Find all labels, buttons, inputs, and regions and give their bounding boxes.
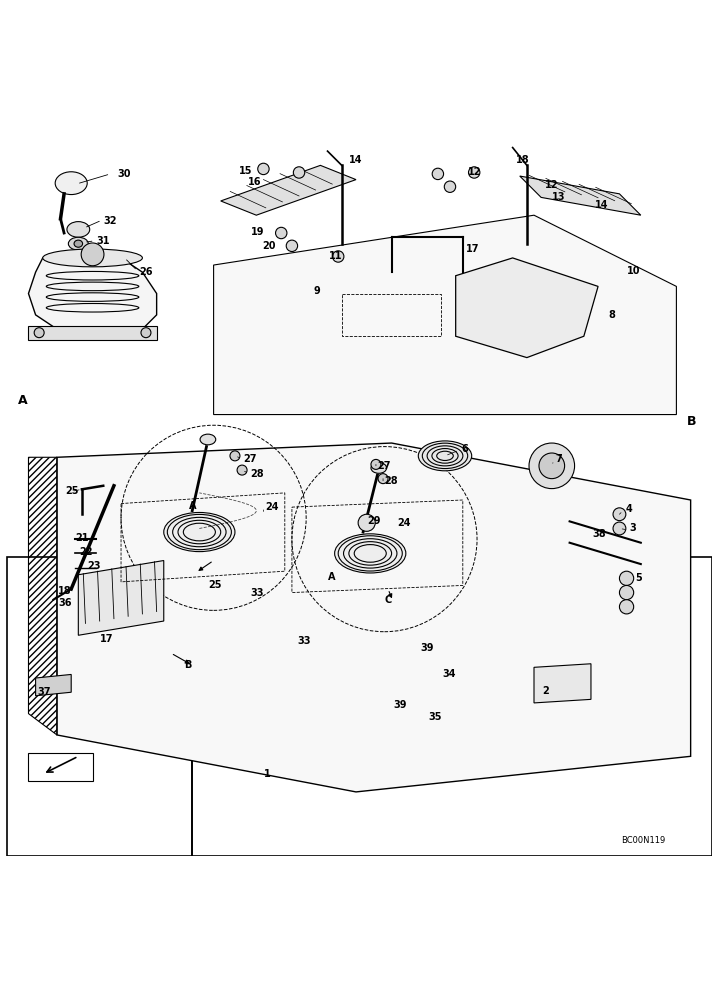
Polygon shape — [456, 258, 598, 358]
Circle shape — [230, 451, 240, 461]
Circle shape — [613, 522, 626, 535]
Text: 5: 5 — [635, 573, 642, 583]
Text: 26: 26 — [139, 267, 152, 277]
Polygon shape — [28, 326, 157, 340]
Circle shape — [432, 168, 444, 180]
Text: 24: 24 — [265, 502, 278, 512]
Text: 24: 24 — [397, 518, 411, 528]
Ellipse shape — [43, 249, 142, 267]
Text: A: A — [328, 572, 335, 582]
Circle shape — [539, 453, 565, 479]
Circle shape — [468, 167, 480, 178]
Text: 4: 4 — [625, 504, 632, 514]
Text: 25: 25 — [208, 580, 221, 590]
Text: 9: 9 — [313, 286, 320, 296]
Text: 39: 39 — [420, 643, 434, 653]
Circle shape — [141, 328, 151, 338]
Text: 3: 3 — [629, 523, 636, 533]
Text: 35: 35 — [429, 712, 442, 722]
Text: 11: 11 — [329, 251, 342, 261]
Ellipse shape — [68, 237, 88, 250]
Text: 31: 31 — [96, 236, 110, 246]
Polygon shape — [520, 176, 641, 215]
Polygon shape — [78, 561, 164, 635]
Circle shape — [619, 585, 634, 600]
Circle shape — [81, 243, 104, 266]
Text: 34: 34 — [443, 669, 456, 679]
Text: 33: 33 — [251, 588, 264, 598]
Polygon shape — [57, 443, 691, 792]
Text: 2: 2 — [543, 686, 549, 696]
Circle shape — [333, 251, 344, 262]
Text: 19: 19 — [251, 227, 264, 237]
Polygon shape — [214, 215, 676, 415]
Text: A: A — [189, 501, 197, 511]
Text: 1: 1 — [263, 769, 270, 779]
Circle shape — [619, 571, 634, 585]
Text: B: B — [184, 660, 191, 670]
Text: A: A — [18, 394, 28, 407]
Polygon shape — [28, 258, 157, 333]
Text: 15: 15 — [239, 166, 252, 176]
Circle shape — [444, 181, 456, 192]
Text: 32: 32 — [103, 216, 117, 226]
Text: 12: 12 — [468, 167, 481, 177]
Text: 16: 16 — [248, 177, 261, 187]
Ellipse shape — [74, 240, 83, 247]
Polygon shape — [221, 165, 356, 215]
Circle shape — [371, 459, 381, 469]
Circle shape — [293, 167, 305, 178]
Ellipse shape — [371, 463, 387, 473]
Circle shape — [529, 443, 575, 489]
Ellipse shape — [164, 512, 235, 552]
Text: 14: 14 — [349, 155, 362, 165]
Text: 21: 21 — [75, 533, 88, 543]
Text: 27: 27 — [244, 454, 257, 464]
Text: 18: 18 — [516, 155, 530, 165]
Text: 38: 38 — [592, 529, 606, 539]
Circle shape — [378, 474, 388, 484]
Text: 30: 30 — [117, 169, 131, 179]
Circle shape — [286, 240, 298, 252]
Circle shape — [34, 328, 44, 338]
Polygon shape — [36, 674, 71, 696]
Text: 17: 17 — [466, 244, 480, 254]
Circle shape — [276, 227, 287, 239]
Circle shape — [613, 508, 626, 521]
Text: 14: 14 — [595, 200, 608, 210]
Ellipse shape — [419, 441, 472, 471]
Text: C: C — [384, 595, 392, 605]
Ellipse shape — [200, 434, 216, 445]
Text: 12: 12 — [545, 180, 558, 190]
Text: 6: 6 — [461, 444, 468, 454]
Text: 20: 20 — [262, 241, 276, 251]
Text: 13: 13 — [552, 192, 565, 202]
Text: 22: 22 — [80, 547, 93, 557]
Text: 25: 25 — [66, 486, 79, 496]
Text: 7: 7 — [555, 454, 562, 464]
Text: 29: 29 — [367, 516, 381, 526]
Text: 28: 28 — [384, 476, 398, 486]
Text: 28: 28 — [251, 469, 264, 479]
Text: 37: 37 — [37, 687, 51, 697]
Polygon shape — [534, 664, 591, 703]
Text: 33: 33 — [298, 636, 311, 646]
Text: 18: 18 — [58, 586, 72, 596]
Circle shape — [619, 600, 634, 614]
Text: BC00N119: BC00N119 — [621, 836, 665, 845]
Text: 10: 10 — [627, 266, 640, 276]
Ellipse shape — [335, 534, 406, 573]
Text: 36: 36 — [58, 598, 72, 608]
Circle shape — [237, 465, 247, 475]
Ellipse shape — [56, 172, 88, 195]
Text: 39: 39 — [393, 700, 407, 710]
Text: 8: 8 — [609, 310, 616, 320]
Text: B: B — [687, 415, 696, 428]
Text: 27: 27 — [377, 461, 391, 471]
Circle shape — [358, 514, 375, 531]
Text: 17: 17 — [100, 634, 113, 644]
Ellipse shape — [67, 222, 90, 237]
Circle shape — [258, 163, 269, 175]
Text: 23: 23 — [87, 561, 100, 571]
